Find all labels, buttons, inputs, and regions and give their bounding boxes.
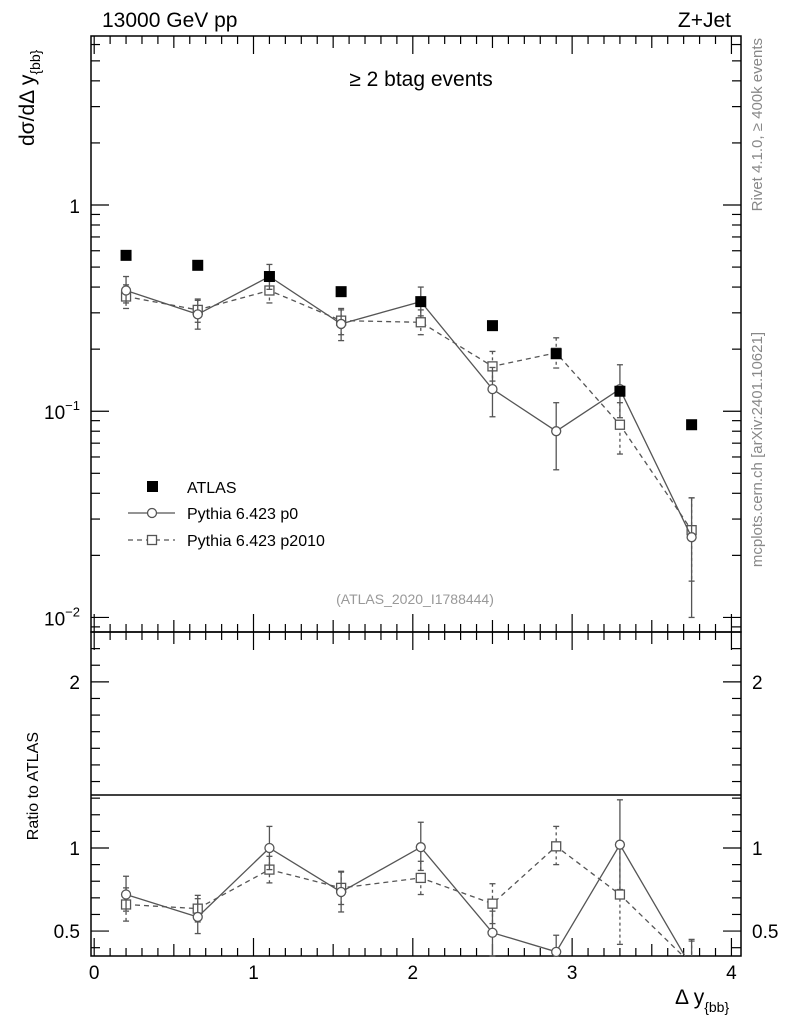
ratio-p0-line	[125, 843, 686, 956]
p0-point	[335, 318, 347, 330]
ratio-axis-ticks: 0 1 2 3 4 0.5 0.5 1 1 2 2	[54, 632, 778, 984]
process-label: Z+Jet	[678, 9, 731, 32]
main-axis-ticks: 10−210−11	[44, 36, 741, 632]
energy-label: 13000 GeV pp	[102, 9, 237, 32]
atlas-point	[550, 348, 562, 360]
main-y-axis-label-sub: {bb}	[27, 49, 43, 74]
main-y-tick-label: 10−2	[44, 604, 80, 630]
side-label-top: Rivet 4.1.0, ≥ 400k events	[749, 38, 766, 211]
x-tick-label: 0	[89, 963, 100, 984]
x-tick-label: 3	[567, 963, 578, 984]
x-axis-label-text: Δ y	[675, 986, 705, 1009]
atlas-point	[120, 249, 132, 261]
p0-point	[551, 426, 562, 437]
ratio-y-tick-label-right: 0.5	[752, 922, 778, 943]
legend-p2010-marker	[146, 534, 158, 546]
ratio-y-tick-label: 0.5	[54, 922, 80, 943]
main-y-tick-label: 1	[69, 197, 80, 218]
ratio-p0-point	[120, 889, 132, 900]
atlas-point	[486, 320, 498, 332]
ratio-p0-point	[614, 839, 626, 850]
ratio-p2010-point	[551, 841, 562, 852]
p0-point	[192, 309, 203, 320]
legend-label: Pythia 6.423 p0	[187, 506, 298, 523]
ratio-data-series	[120, 799, 695, 957]
atlas-point	[192, 259, 204, 271]
legend-p0-marker	[146, 507, 158, 519]
main-y-tick-label: 10−1	[44, 398, 80, 424]
main-y-axis-label-text: dσ/dΔ y	[16, 74, 39, 146]
legend-label: ATLAS	[187, 480, 237, 497]
ratio-y-tick-label-right: 1	[752, 839, 763, 860]
legend-atlas-marker	[147, 481, 158, 492]
ratio-y-tick-label: 1	[69, 839, 80, 860]
analysis-label: (ATLAS_2020_I1788444)	[336, 591, 494, 607]
main-data-series	[120, 249, 698, 619]
ratio-p0-point	[415, 842, 426, 853]
legend-label: Pythia 6.423 p2010	[187, 533, 325, 550]
side-label-bottom: mcplots.cern.ch [arXiv:2401.10621]	[749, 332, 766, 567]
ratio-y-axis-label: Ratio to ATLAS	[25, 732, 42, 840]
main-y-tick-label-exp: −1	[65, 398, 80, 413]
p0-line	[125, 275, 693, 538]
x-axis-label: Δ y{bb}	[675, 986, 729, 1015]
main-y-tick-label-base: 10	[44, 403, 65, 424]
atlas-point	[263, 271, 275, 283]
p2010-point	[614, 419, 626, 430]
ratio-p2010-point	[487, 898, 498, 909]
legend: ATLAS Pythia 6.423 p0 Pythia 6.423 p2010	[128, 480, 325, 550]
atlas-point	[335, 286, 347, 298]
x-tick-label: 4	[726, 963, 737, 984]
ratio-y-tick-label: 2	[69, 673, 80, 694]
atlas-point	[686, 419, 698, 431]
x-axis-label-sub: {bb}	[704, 999, 729, 1015]
x-tick-label: 2	[408, 963, 419, 984]
ratio-y-tick-label-right: 2	[752, 673, 763, 694]
ratio-p2010-point	[614, 889, 626, 900]
main-y-tick-label-exp: −2	[65, 604, 80, 619]
main-y-axis-label: dσ/dΔ y{bb}	[16, 49, 43, 146]
main-y-tick-label-base: 1	[69, 197, 80, 218]
p0-point	[487, 383, 498, 395]
p0-point	[686, 532, 697, 543]
atlas-point	[415, 296, 427, 308]
main-y-tick-label-base: 10	[44, 609, 65, 630]
ratio-p0-point	[264, 842, 275, 854]
ratio-p0-point	[335, 886, 347, 898]
ratio-p0-point	[192, 911, 203, 923]
ratio-p0-point	[487, 927, 498, 938]
ratio-panel-frame	[90, 631, 742, 957]
x-tick-label: 1	[248, 963, 259, 984]
p0-point	[120, 285, 132, 296]
ratio-p0-point	[551, 946, 562, 957]
main-panel-title: ≥ 2 btag events	[349, 68, 492, 91]
atlas-point	[614, 385, 626, 397]
p2010-point	[415, 317, 426, 328]
ratio-p2010-line	[125, 845, 685, 956]
ratio-p2010-point	[415, 872, 426, 884]
